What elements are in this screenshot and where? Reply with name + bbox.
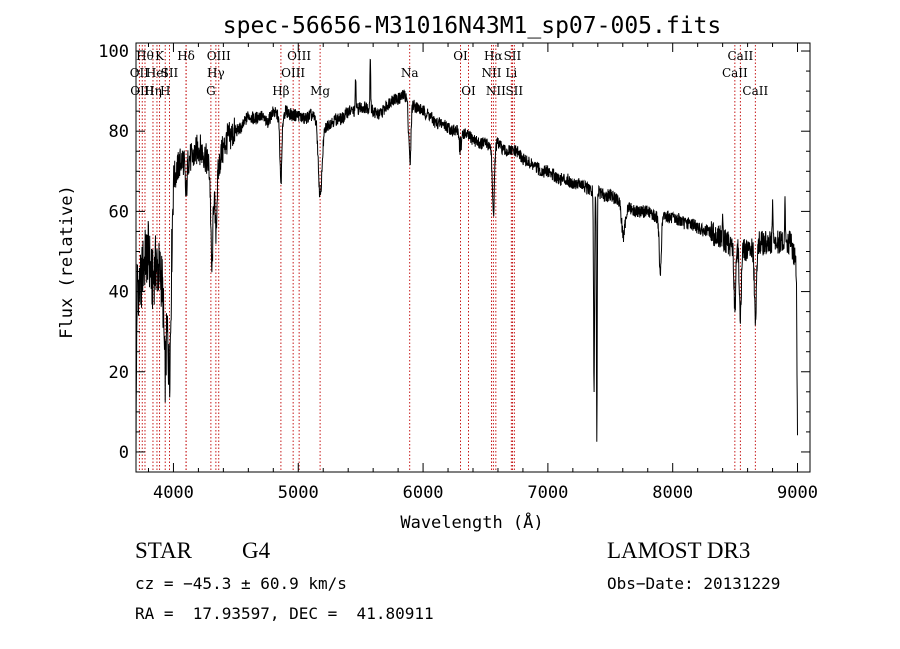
line-marker-label: Hβ	[272, 84, 289, 98]
y-tick-label: 80	[109, 122, 129, 142]
line-marker-label: OI	[461, 84, 476, 98]
line-marker-label: K	[155, 49, 165, 63]
line-marker-label: Hη	[144, 84, 162, 98]
y-tick-label: 40	[109, 283, 129, 303]
line-marker-label: OIII	[281, 66, 305, 80]
line-marker-label: SII	[505, 84, 523, 98]
y-axis: 0 20 40 60 80 100	[98, 42, 810, 463]
line-marker-label: SII	[504, 49, 522, 63]
y-tick-label: 0	[119, 443, 129, 463]
line-label-group: OIIOIIIHθHηHeIKHSIIHδGHγOIIIHβOIIIOIIIMg…	[130, 49, 769, 98]
y-axis-label: Flux (relative)	[57, 185, 77, 339]
redshift-velocity: cz = −45.3 ± 60.9 km/s	[135, 574, 347, 593]
line-marker-label: OI	[453, 49, 468, 63]
line-marker-label: OIII	[287, 49, 311, 63]
object-subclass: G4	[242, 538, 271, 563]
x-tick-label: 6000	[403, 483, 444, 503]
line-marker-label: CaII	[727, 49, 753, 63]
line-marker-label: G	[206, 84, 216, 98]
line-marker-label: Hδ	[177, 49, 195, 63]
line-marker-label: OIII	[207, 49, 231, 63]
line-marker-label: OII	[130, 66, 150, 80]
y-tick-label: 20	[109, 363, 129, 383]
line-marker-label: Li	[505, 66, 517, 80]
y-tick-label: 60	[109, 202, 129, 222]
x-axis: 4000 5000 6000 7000 8000 9000	[147, 43, 818, 503]
line-marker-label: Hγ	[207, 66, 225, 80]
line-marker-group	[138, 45, 756, 471]
chart-title: spec-56656-M31016N43M1_sp07-005.fits	[223, 13, 722, 39]
line-marker-label: Na	[401, 66, 419, 80]
y-tick-label: 100	[98, 42, 129, 62]
x-tick-label: 4000	[153, 483, 194, 503]
x-tick-label: 5000	[278, 483, 319, 503]
line-marker-label: Hα	[484, 49, 503, 63]
x-tick-label: 7000	[527, 483, 568, 503]
survey-name: LAMOST DR3	[607, 538, 751, 563]
plot-frame	[135, 42, 811, 473]
line-marker-label: Hθ	[136, 49, 154, 63]
line-marker-label: HeI	[146, 66, 169, 80]
x-axis-label: Wavelength (Å)	[400, 511, 543, 533]
line-marker-label: Mg	[310, 84, 330, 98]
observation-date: Obs−Date: 20131229	[607, 574, 781, 593]
object-class: STAR	[135, 538, 192, 563]
x-tick-label: 8000	[652, 483, 693, 503]
line-marker-label: CaII	[722, 66, 748, 80]
spectrum-line	[135, 58, 798, 461]
coordinates: RA = 17.93597, DEC = 41.80911	[135, 604, 434, 623]
x-tick-label: 9000	[777, 483, 818, 503]
line-marker-label: NII	[486, 84, 506, 98]
line-marker-label: CaII	[742, 84, 768, 98]
line-marker-label: NII	[481, 66, 501, 80]
line-marker-label: H	[160, 84, 170, 98]
line-marker-label: SII	[161, 66, 179, 80]
